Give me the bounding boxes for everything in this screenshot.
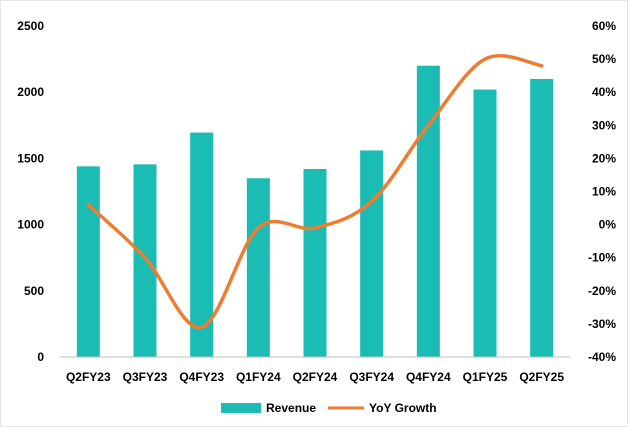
y-tick-label: 1500 [17,151,44,165]
revenue-bar [190,132,214,357]
revenue-bars [76,65,554,358]
y-tick-label: 500 [24,284,44,298]
x-tick-label: Q1FY24 [236,370,281,384]
y2-tick-label: -20% [588,284,616,298]
y2-tick-label: 20% [592,151,616,165]
legend-growth-label: YoY Growth [369,401,437,415]
x-tick-label: Q2FY23 [66,370,111,384]
y2-tick-label: 50% [592,52,616,66]
right-axis-ticks: -40% -30% -20% -10% 0% 10% 20% 30% 40% 50% 60% [588,19,616,364]
y2-tick-label: -30% [588,317,616,331]
x-tick-label: Q2FY24 [293,370,338,384]
y-tick-label: 2500 [17,19,44,33]
y-tick-label: 1000 [17,218,44,232]
y2-tick-label: 60% [592,19,616,33]
revenue-bar [416,65,440,357]
y2-tick-label: -10% [588,251,616,265]
legend: Revenue YoY Growth [221,401,437,415]
y2-tick-label: 10% [592,185,616,199]
yoy-growth-line [86,54,544,329]
legend-revenue-label: Revenue [266,401,316,415]
x-tick-label: Q4FY23 [179,370,224,384]
y2-tick-label: 40% [592,85,616,99]
x-tick-label: Q1FY25 [463,370,508,384]
legend-revenue-swatch [221,403,261,413]
y-tick-label: 2000 [17,85,44,99]
y2-tick-label: -40% [588,350,616,364]
x-tick-label: Q4FY24 [406,370,451,384]
revenue-bar [530,78,554,358]
revenue-bar [76,166,100,357]
revenue-bar [133,164,157,357]
revenue-bar [473,89,497,357]
x-tick-label: Q3FY23 [123,370,168,384]
y2-tick-label: 30% [592,118,616,132]
x-tick-label: Q2FY25 [519,370,564,384]
y2-tick-label: 0% [599,218,617,232]
revenue-bar [246,178,270,357]
y-tick-label: 0 [37,350,44,364]
category-labels: Q2FY23 Q3FY23 Q4FY23 Q1FY24 Q2FY24 Q3FY24 Q4FY… [66,370,564,384]
revenue-bar [303,168,327,357]
revenue-bar [360,150,384,357]
x-tick-label: Q3FY24 [349,370,394,384]
left-axis-ticks: 0 500 1000 1500 2000 2500 [17,19,44,364]
